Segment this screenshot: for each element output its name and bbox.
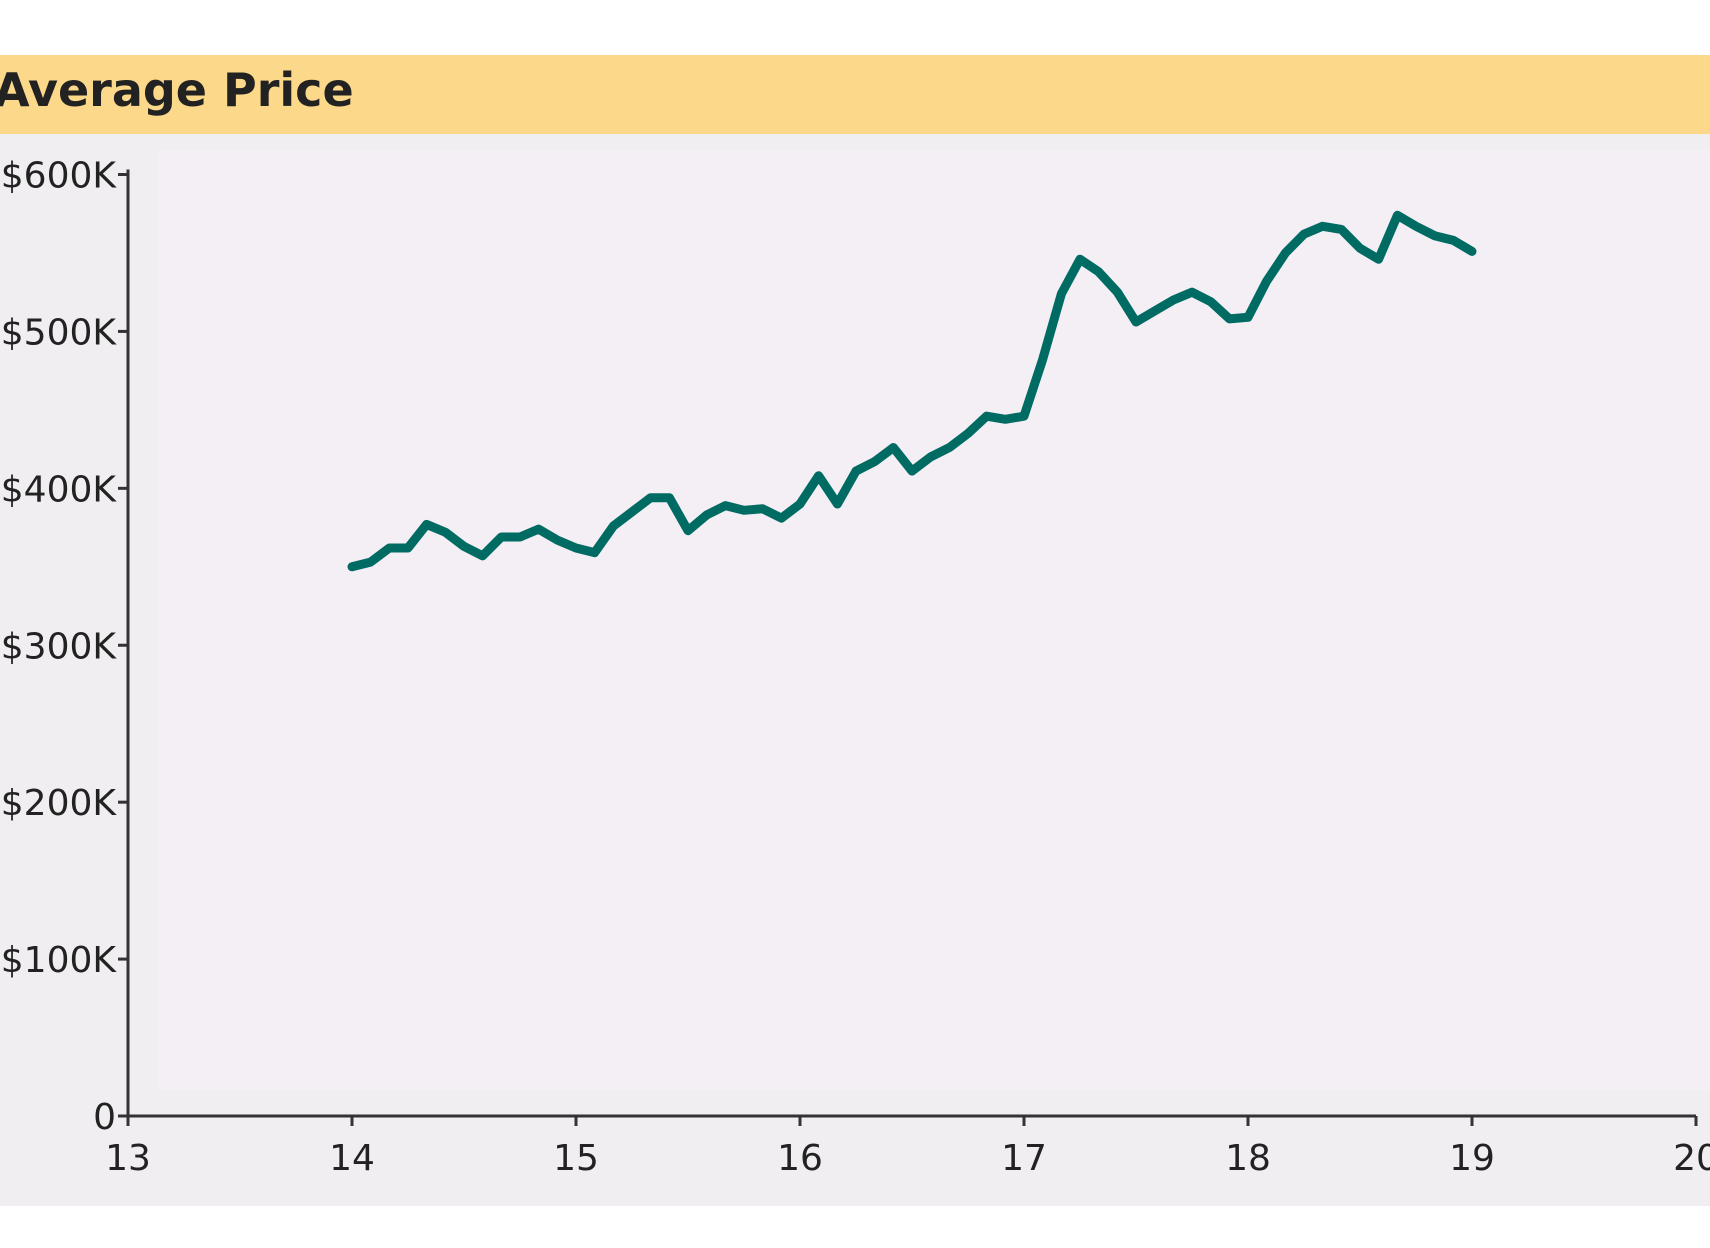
y-tick-label: $300K (1, 626, 118, 667)
y-tick-label: $500K (1, 312, 118, 353)
chart-title: Average Price (0, 63, 354, 117)
y-tick-label: $600K (1, 156, 118, 197)
y-tick-label: $400K (1, 469, 118, 510)
x-tick-label: 20 (1673, 1138, 1710, 1179)
y-tick-label: $100K (1, 940, 118, 981)
plot-area (158, 150, 1710, 1090)
y-tick-label: 0 (93, 1097, 116, 1138)
x-tick-label: 17 (1001, 1138, 1047, 1179)
x-tick-label: 16 (777, 1138, 823, 1179)
x-tick-label: 15 (553, 1138, 599, 1179)
x-tick-label: 19 (1449, 1138, 1495, 1179)
price-line (347, 210, 1477, 572)
x-tick-label: 14 (329, 1138, 375, 1179)
y-tick-label: $200K (1, 783, 118, 824)
x-tick-label: 18 (1225, 1138, 1271, 1179)
title-bar (0, 55, 1710, 134)
x-tick-label: 13 (105, 1138, 151, 1179)
